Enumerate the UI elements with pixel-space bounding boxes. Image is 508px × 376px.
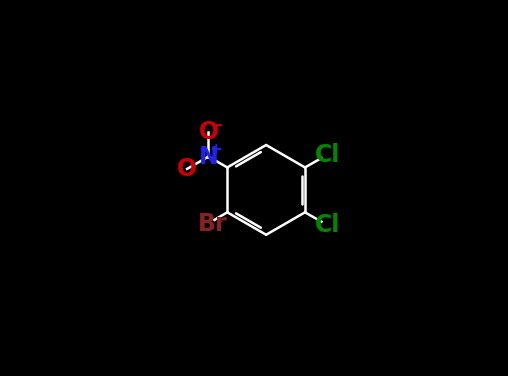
Text: Cl: Cl bbox=[314, 143, 340, 167]
Text: Br: Br bbox=[198, 212, 228, 236]
Text: Cl: Cl bbox=[314, 212, 340, 237]
Text: N: N bbox=[199, 145, 218, 168]
Text: O: O bbox=[177, 157, 197, 181]
Text: O: O bbox=[199, 120, 218, 144]
Text: −: − bbox=[210, 118, 223, 133]
Text: +: + bbox=[209, 143, 222, 158]
